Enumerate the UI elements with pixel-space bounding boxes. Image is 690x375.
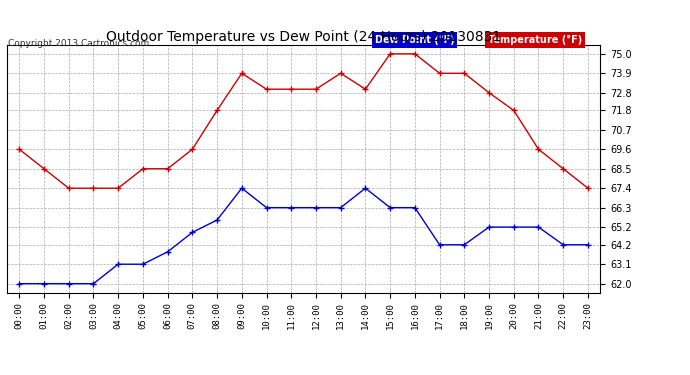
Title: Outdoor Temperature vs Dew Point (24 Hours) 20130831: Outdoor Temperature vs Dew Point (24 Hou… — [106, 30, 501, 44]
Text: Copyright 2013 Cartronics.com: Copyright 2013 Cartronics.com — [8, 39, 150, 48]
Text: Temperature (°F): Temperature (°F) — [488, 35, 582, 45]
Text: Dew Point (°F): Dew Point (°F) — [375, 35, 455, 45]
